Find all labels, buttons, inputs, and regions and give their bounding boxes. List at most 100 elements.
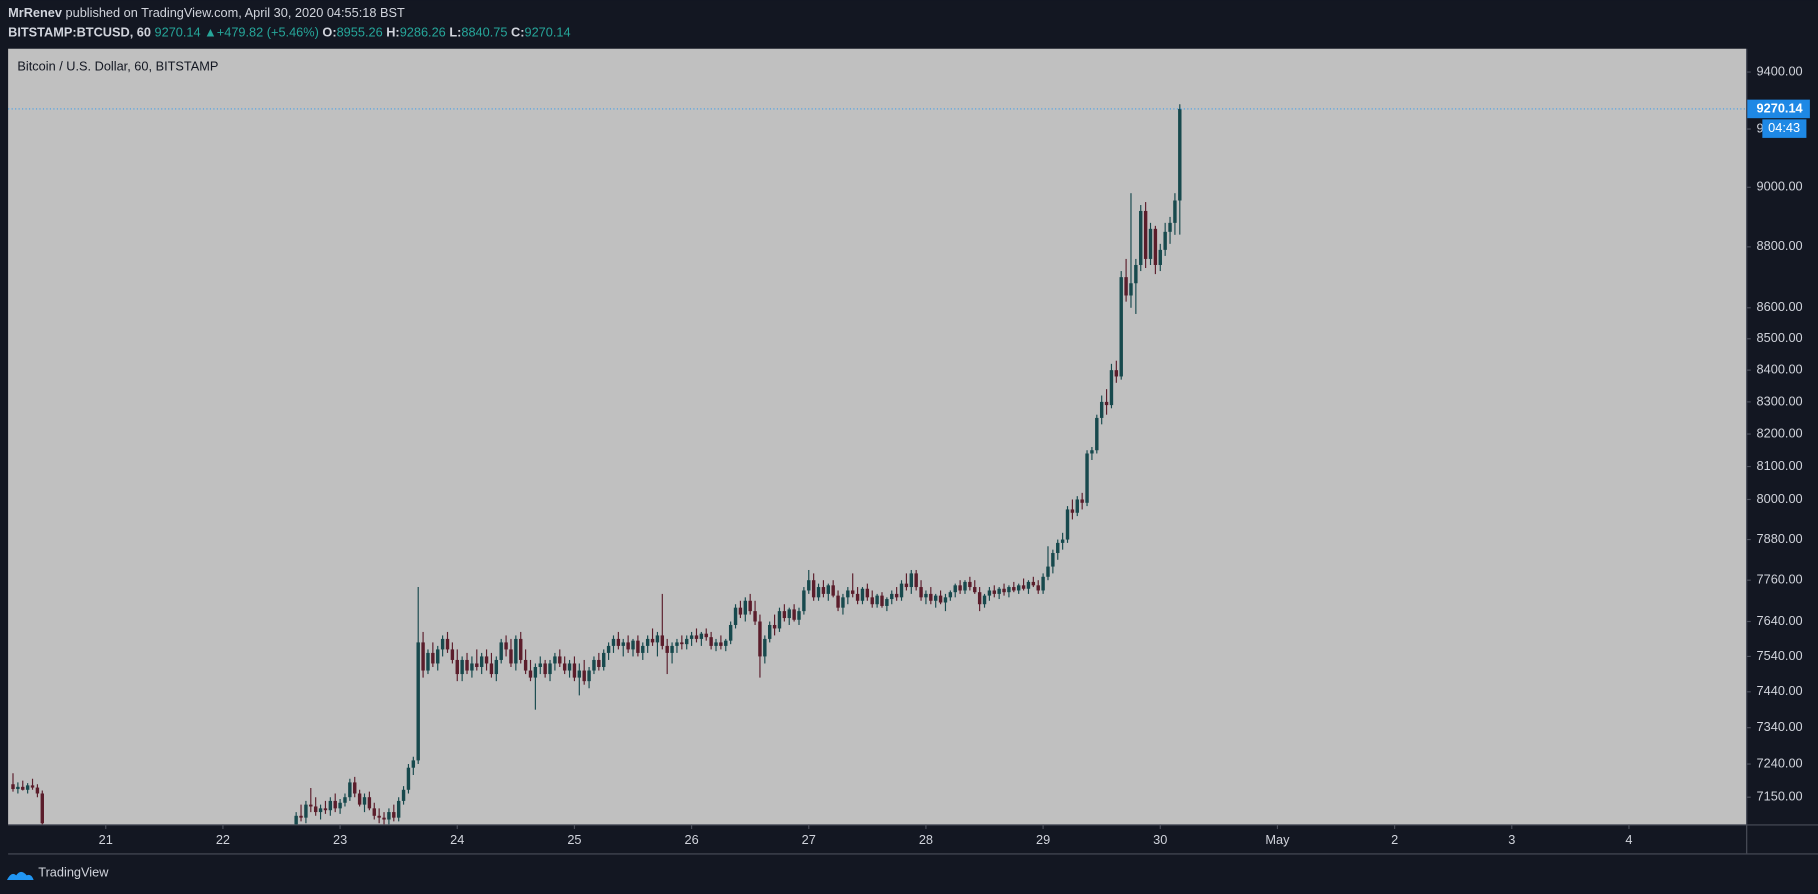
candle-body bbox=[611, 638, 616, 646]
candle-body bbox=[1158, 249, 1162, 265]
candle-body bbox=[689, 635, 694, 639]
candle-body bbox=[294, 815, 298, 825]
candle-body bbox=[621, 642, 625, 646]
candle-body bbox=[821, 587, 826, 594]
candle-body bbox=[1168, 222, 1172, 232]
brand-logo bbox=[6, 871, 34, 881]
overlay: 9400.009200.009000.008800.008600.008500.… bbox=[99, 63, 1810, 847]
candle-body bbox=[40, 793, 44, 824]
candle-body bbox=[489, 663, 494, 675]
candle-body bbox=[768, 624, 772, 639]
candle-body bbox=[860, 588, 865, 601]
candle-body bbox=[602, 652, 606, 667]
candle-body bbox=[523, 659, 528, 671]
y-tick-label: 8800.00 bbox=[1757, 238, 1803, 253]
candle-body bbox=[865, 588, 870, 598]
candle-body bbox=[933, 595, 938, 601]
low-label: L: bbox=[449, 25, 461, 40]
candle-body bbox=[11, 784, 15, 790]
candle-body bbox=[304, 804, 308, 818]
candle-body bbox=[582, 670, 586, 682]
candle-body bbox=[816, 587, 821, 598]
candle-body bbox=[733, 607, 738, 625]
candle-body bbox=[519, 638, 523, 660]
candle-body bbox=[645, 638, 650, 646]
candle-body bbox=[1026, 581, 1031, 589]
candle-body bbox=[890, 593, 894, 600]
candle-body bbox=[831, 585, 835, 596]
candle-body bbox=[362, 797, 367, 805]
brand-name: TradingView bbox=[38, 864, 109, 879]
candle-body bbox=[850, 590, 855, 594]
candle-body bbox=[1143, 210, 1148, 259]
candle-body bbox=[724, 640, 728, 646]
candle-body bbox=[665, 645, 669, 653]
candle-body bbox=[782, 611, 787, 619]
candle-body bbox=[787, 609, 791, 619]
candle-body bbox=[1178, 108, 1182, 201]
candle-body bbox=[894, 593, 899, 598]
candle-body bbox=[1119, 277, 1123, 377]
candle-body bbox=[1085, 453, 1089, 503]
high-value: 9286.26 bbox=[400, 25, 446, 40]
y-tick-label: 8600.00 bbox=[1757, 299, 1803, 314]
x-tick-label: 28 bbox=[919, 832, 933, 847]
x-tick-label: 4 bbox=[1625, 832, 1632, 847]
author: MrRenev bbox=[8, 5, 63, 20]
candle-body bbox=[504, 642, 508, 650]
candle-body bbox=[445, 638, 450, 650]
open-value: 8955.26 bbox=[337, 25, 383, 40]
candle-body bbox=[738, 607, 743, 615]
close-value: 9270.14 bbox=[524, 25, 570, 40]
y-tick-label: 7340.00 bbox=[1757, 719, 1803, 734]
price-label: 9270.14 bbox=[1757, 100, 1804, 115]
candle-body bbox=[333, 800, 337, 809]
candle-body bbox=[1114, 370, 1119, 377]
candle-body bbox=[811, 580, 816, 598]
candle-body bbox=[484, 656, 489, 664]
candle-body bbox=[1002, 588, 1006, 593]
y-tick-label: 8400.00 bbox=[1757, 362, 1803, 377]
arrow: ▲ bbox=[204, 25, 217, 40]
candle-body bbox=[987, 590, 992, 596]
y-tick-label: 7880.00 bbox=[1757, 531, 1803, 546]
symbol: BITSTAMP:BTCUSD, 60 bbox=[8, 25, 151, 40]
y-tick-label: 8100.00 bbox=[1757, 458, 1803, 473]
candle-body bbox=[1041, 576, 1045, 591]
candle-body bbox=[1099, 401, 1104, 418]
candle-body bbox=[401, 789, 406, 801]
candle-body bbox=[675, 642, 679, 646]
publish-line: MrRenev published on TradingView.com, Ap… bbox=[8, 5, 405, 20]
candle-body bbox=[465, 659, 469, 671]
candle-body bbox=[470, 663, 474, 671]
candle-body bbox=[538, 663, 542, 667]
high-label: H: bbox=[386, 25, 399, 40]
candle-body bbox=[1095, 417, 1099, 451]
candle-body bbox=[499, 642, 503, 660]
candle-body bbox=[968, 581, 972, 588]
candle-body bbox=[348, 782, 352, 798]
y-tick-label: 8200.00 bbox=[1757, 425, 1803, 440]
candle-body bbox=[382, 817, 386, 820]
y-tick-label: 7240.00 bbox=[1757, 755, 1803, 770]
countdown: 04:43 bbox=[1768, 120, 1800, 135]
candle-body bbox=[777, 611, 782, 629]
candle-body bbox=[1124, 277, 1128, 296]
change: +479.82 (+5.46%) bbox=[217, 25, 319, 40]
candle-body bbox=[436, 649, 440, 664]
candle-body bbox=[929, 593, 933, 601]
candle-body bbox=[548, 663, 552, 675]
y-tick-label: 7150.00 bbox=[1757, 789, 1803, 804]
candle-body bbox=[841, 597, 845, 608]
x-tick-label: 30 bbox=[1153, 832, 1167, 847]
candle-body bbox=[1104, 401, 1109, 406]
candle-body bbox=[953, 585, 957, 593]
y-tick-label: 7640.00 bbox=[1757, 613, 1803, 628]
candle-body bbox=[1139, 210, 1143, 265]
candle-body bbox=[616, 638, 621, 646]
candle-body bbox=[1016, 585, 1021, 591]
x-tick-label: 24 bbox=[450, 832, 464, 847]
candle-body bbox=[948, 592, 953, 598]
candle-body bbox=[440, 638, 445, 650]
